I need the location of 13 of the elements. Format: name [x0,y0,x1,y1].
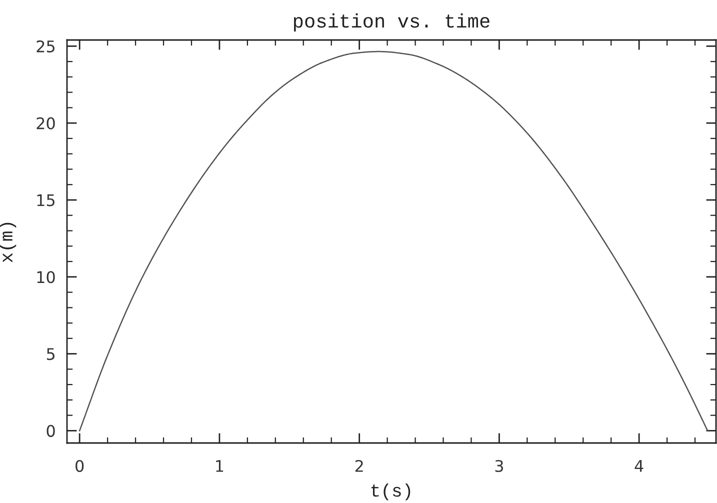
x-tick-label: 4 [634,460,644,472]
x-tick-label: 3 [495,460,503,472]
chart-title: position vs. time [294,13,490,32]
x-tick-label: 1 [216,460,224,472]
x-tick-label: 0 [76,460,84,472]
y-tick-label: 20 [36,117,55,130]
x-axis-title: t(s) [372,483,410,500]
y-tick-label: 10 [37,271,55,284]
y-tick-label: 0 [46,424,55,437]
y-tick-label: 25 [36,40,54,52]
x-tick-label: 2 [355,460,363,472]
y-tick-label: 5 [46,348,54,360]
y-tick-label: 15 [37,194,54,206]
